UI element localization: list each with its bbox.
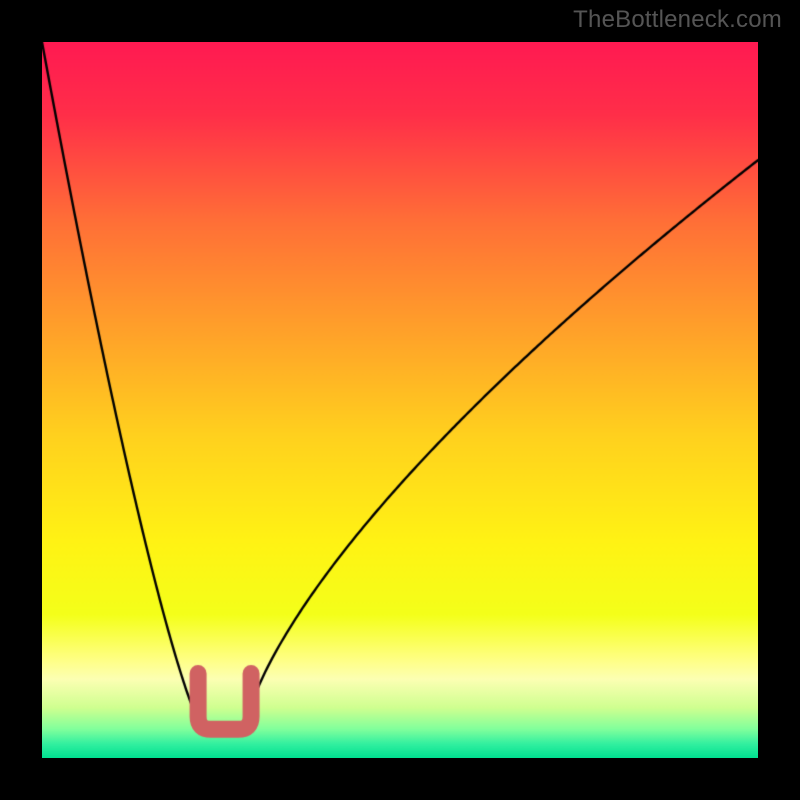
chart-plot-area xyxy=(42,42,758,758)
watermark-text: TheBottleneck.com xyxy=(573,6,782,34)
bottleneck-curve xyxy=(42,42,758,758)
